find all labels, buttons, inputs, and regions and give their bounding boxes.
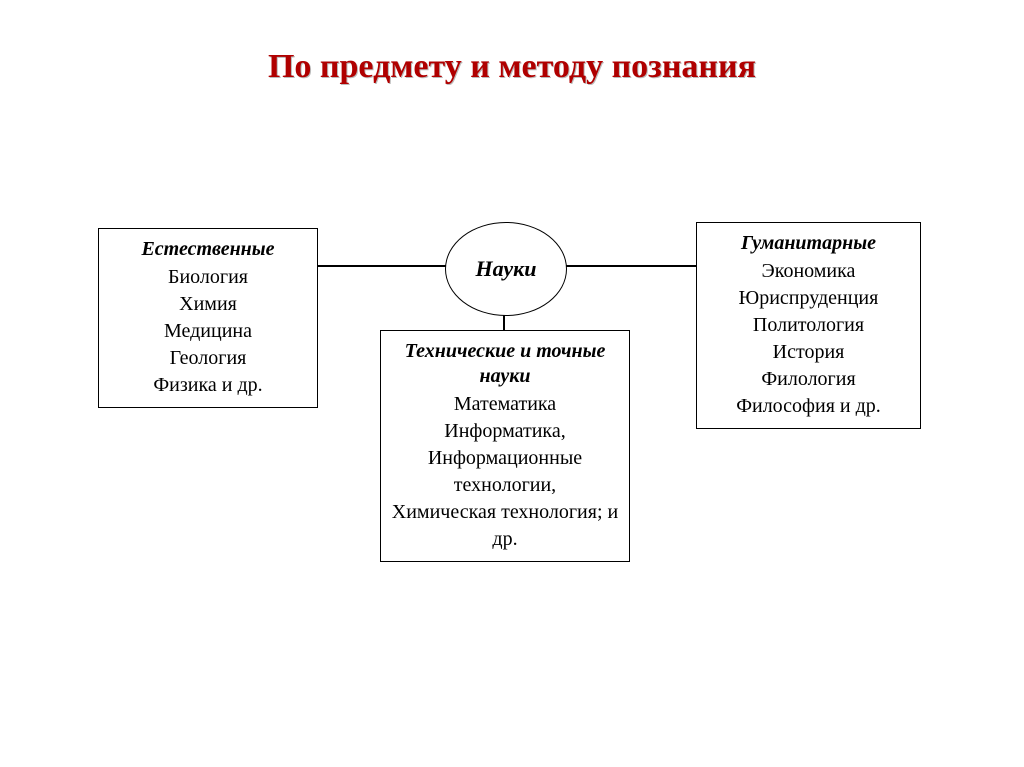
box-item: Философия и др. — [707, 393, 910, 420]
box-item: Геология — [109, 345, 307, 372]
center-node-label: Науки — [476, 256, 537, 282]
box-item: Юриспруденция — [707, 285, 910, 312]
page-title: По предмету и методу познания — [0, 48, 1024, 86]
box-title: Гуманитарные — [707, 231, 910, 256]
box-item: История — [707, 339, 910, 366]
box-item: Физика и др. — [109, 372, 307, 399]
center-node: Науки — [445, 222, 567, 316]
box-item: Филология — [707, 366, 910, 393]
box-humanities: Гуманитарные Экономика Юриспруденция Пол… — [696, 222, 921, 429]
box-item: Математика — [391, 391, 619, 418]
box-title: Естественные — [109, 237, 307, 262]
box-item: Информатика, — [391, 418, 619, 445]
box-item: Экономика — [707, 258, 910, 285]
box-title: Технические и точные науки — [391, 339, 619, 389]
connector-left — [318, 265, 448, 267]
connector-right — [562, 265, 697, 267]
diagram-canvas: По предмету и методу познания Науки Есте… — [0, 0, 1024, 767]
box-item: Информационные технологии, — [391, 445, 619, 499]
box-natural-sciences: Естественные Биология Химия Медицина Гео… — [98, 228, 318, 408]
box-item: Химия — [109, 291, 307, 318]
box-technical-sciences: Технические и точные науки Математика Ин… — [380, 330, 630, 562]
box-item: Политология — [707, 312, 910, 339]
box-item: Медицина — [109, 318, 307, 345]
box-item: Химическая технология; и др. — [391, 499, 619, 553]
box-item: Биология — [109, 264, 307, 291]
